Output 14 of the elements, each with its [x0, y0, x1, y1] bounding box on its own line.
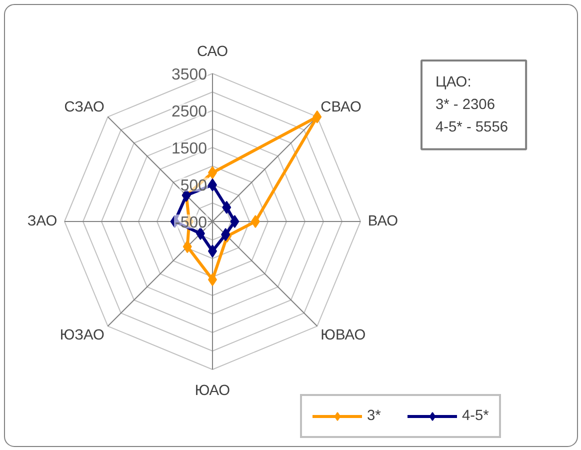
spoke-label: ЮВАО	[320, 328, 366, 344]
spoke-label: ЮАО	[194, 382, 230, 399]
y-tick-label: 2500	[171, 104, 208, 120]
y-tick-label: 1500	[171, 140, 208, 158]
spoke-label: САО	[196, 44, 228, 60]
spoke-label: СЗАО	[64, 99, 104, 116]
text: ЦАО: 3* - 2306 4-5* - 5556	[436, 74, 508, 136]
spoke-label: ЗАО	[27, 214, 58, 230]
spoke-label: ЮЗАО	[60, 328, 104, 344]
legend-label: 3*	[367, 408, 382, 424]
y-tick-label: 3500	[171, 66, 208, 84]
spoke-label: ВАО	[368, 214, 398, 230]
legend-label: 4-5*	[462, 408, 489, 424]
spoke-label: СВАО	[320, 99, 362, 116]
